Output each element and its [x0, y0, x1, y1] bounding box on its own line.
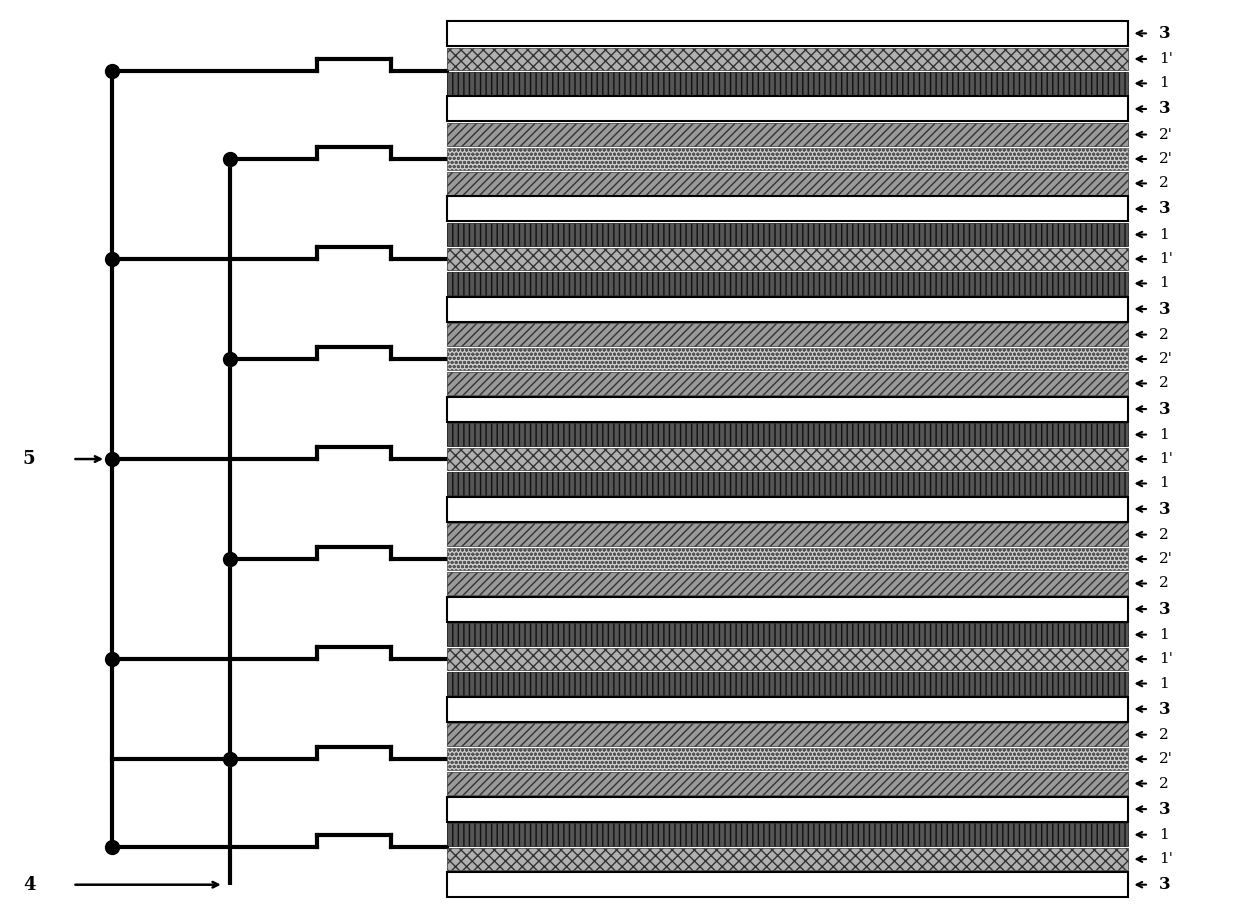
Text: 2': 2': [1159, 552, 1173, 566]
Bar: [446, 148, 1128, 170]
Bar: [446, 347, 1128, 370]
Bar: [446, 96, 1128, 121]
Bar: [446, 723, 1128, 746]
Text: 3: 3: [1159, 401, 1171, 417]
Text: 2': 2': [1159, 752, 1173, 766]
Text: 2': 2': [1159, 152, 1173, 166]
Text: 2: 2: [1159, 576, 1168, 591]
Text: 5: 5: [24, 450, 36, 468]
Bar: [446, 496, 1128, 522]
Text: 1: 1: [1159, 228, 1168, 242]
Bar: [446, 247, 1128, 270]
Text: 2: 2: [1159, 327, 1168, 342]
Text: 3: 3: [1159, 100, 1171, 118]
Bar: [446, 21, 1128, 46]
Text: 1: 1: [1159, 828, 1168, 842]
Text: 2: 2: [1159, 777, 1168, 790]
Text: 1': 1': [1159, 652, 1173, 666]
Bar: [446, 847, 1128, 870]
Bar: [446, 48, 1128, 71]
Text: 2: 2: [1159, 728, 1168, 742]
Bar: [446, 548, 1128, 571]
Text: 1: 1: [1159, 76, 1168, 90]
Bar: [446, 448, 1128, 471]
Bar: [446, 823, 1128, 846]
Bar: [446, 123, 1128, 146]
Text: 1': 1': [1159, 52, 1173, 66]
Bar: [446, 573, 1128, 595]
Text: 3: 3: [1159, 601, 1171, 618]
Bar: [446, 596, 1128, 621]
Text: 1': 1': [1159, 252, 1173, 266]
Text: 2': 2': [1159, 128, 1173, 142]
Text: 4: 4: [24, 876, 36, 893]
Text: 1': 1': [1159, 852, 1173, 866]
Text: 3: 3: [1159, 800, 1171, 818]
Bar: [446, 223, 1128, 246]
Bar: [446, 197, 1128, 221]
Text: 2': 2': [1159, 352, 1173, 366]
Text: 1: 1: [1159, 476, 1168, 491]
Text: 3: 3: [1159, 301, 1171, 317]
Bar: [446, 472, 1128, 494]
Bar: [446, 648, 1128, 671]
Bar: [446, 424, 1128, 446]
Text: 3: 3: [1159, 25, 1171, 42]
Text: 3: 3: [1159, 200, 1171, 218]
Bar: [446, 748, 1128, 770]
Bar: [446, 772, 1128, 795]
Bar: [446, 297, 1128, 322]
Bar: [446, 72, 1128, 95]
Bar: [446, 697, 1128, 721]
Bar: [446, 272, 1128, 295]
Text: 3: 3: [1159, 876, 1171, 893]
Text: 3: 3: [1159, 700, 1171, 718]
Bar: [446, 372, 1128, 395]
Text: 2: 2: [1159, 528, 1168, 541]
Text: 2: 2: [1159, 176, 1168, 190]
Bar: [446, 672, 1128, 695]
Bar: [446, 396, 1128, 422]
Bar: [446, 172, 1128, 195]
Text: 3: 3: [1159, 501, 1171, 517]
Bar: [446, 872, 1128, 897]
Text: 2: 2: [1159, 377, 1168, 391]
Text: 1: 1: [1159, 628, 1168, 641]
Text: 1: 1: [1159, 427, 1168, 442]
Text: 1: 1: [1159, 277, 1168, 290]
Text: 1: 1: [1159, 676, 1168, 690]
Text: 1': 1': [1159, 452, 1173, 466]
Bar: [446, 523, 1128, 546]
Bar: [446, 797, 1128, 822]
Bar: [446, 623, 1128, 646]
Bar: [446, 323, 1128, 346]
